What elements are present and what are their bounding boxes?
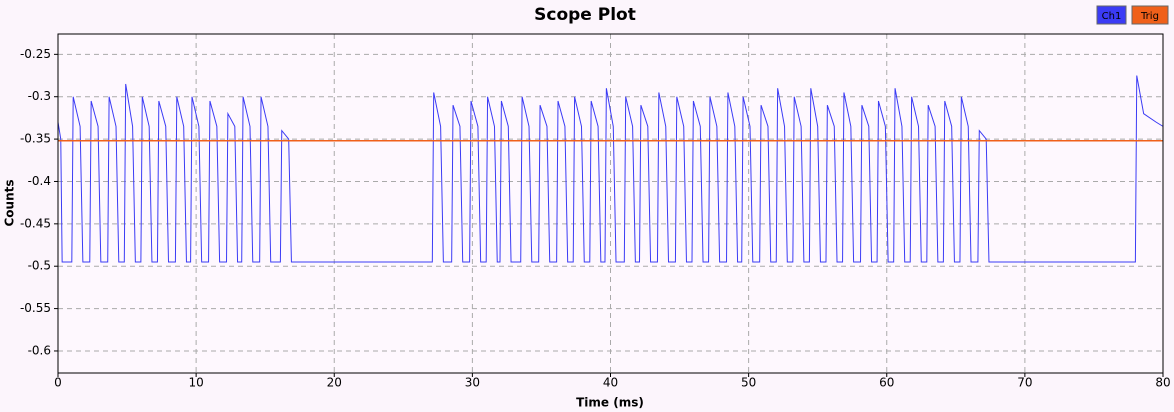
y-tick-label: -0.35 xyxy=(20,132,51,146)
y-axis-label: Counts xyxy=(3,179,17,226)
x-tick-label: 30 xyxy=(465,376,480,390)
x-tick-label: 70 xyxy=(1017,376,1032,390)
series-line xyxy=(57,75,1164,263)
y-tick-label: -0.25 xyxy=(20,47,51,61)
x-axis-label: Time (ms) xyxy=(576,396,644,410)
y-tick-label: -0.6 xyxy=(28,343,51,357)
x-tick-label: 40 xyxy=(603,376,618,390)
y-tick-label: -0.5 xyxy=(28,259,51,273)
chart-title: Scope Plot xyxy=(534,5,636,25)
plot-border xyxy=(57,33,1164,374)
legend-label: Trig xyxy=(1140,11,1159,22)
x-tick-label: 50 xyxy=(741,376,756,390)
y-tick-label: -0.45 xyxy=(20,216,51,230)
legend-swatch xyxy=(1131,5,1169,25)
x-tick-label: 10 xyxy=(188,376,203,390)
x-tick-label: 20 xyxy=(327,376,342,390)
y-tick-label: -0.4 xyxy=(28,174,51,188)
legend-label: Ch1 xyxy=(1102,11,1122,22)
x-tick-label: 0 xyxy=(54,376,62,390)
y-tick-label: -0.55 xyxy=(20,301,51,315)
x-tick-label: 60 xyxy=(879,376,894,390)
y-tick-label: -0.3 xyxy=(28,89,51,103)
x-tick-label: 80 xyxy=(1155,376,1170,390)
legend-swatch xyxy=(1096,5,1127,25)
